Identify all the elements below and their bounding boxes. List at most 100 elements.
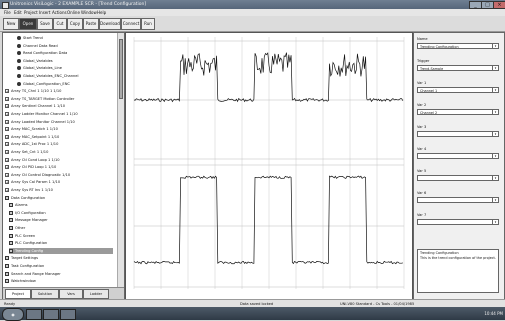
menu-actions[interactable]: Actions <box>52 10 67 15</box>
dropdown-arrow-icon[interactable]: ▾ <box>492 44 498 48</box>
close-button[interactable]: × <box>493 1 505 9</box>
dropdown-arrow-icon[interactable]: ▾ <box>492 88 498 92</box>
property-field[interactable]: ▾ <box>417 131 499 137</box>
tree-item[interactable]: Global_Variables <box>17 58 113 64</box>
expand-icon[interactable]: + <box>5 96 9 101</box>
property-label: Var 1 <box>417 81 427 85</box>
tree-item[interactable]: Watchwindow <box>5 278 113 284</box>
tree-item[interactable]: PLC Configuration <box>9 240 113 246</box>
menu-insert[interactable]: Insert <box>39 10 51 15</box>
tree-item[interactable]: + Array Sys Cal Param 1 1/10 <box>5 179 113 185</box>
tab-solution[interactable]: Solution <box>31 289 59 299</box>
tree-item[interactable]: + Array TS_TARGET Motion Controller <box>5 96 113 102</box>
open-button[interactable]: Open <box>19 18 37 30</box>
expand-icon[interactable]: + <box>5 180 9 185</box>
scrollbar-thumb[interactable] <box>119 39 123 99</box>
paste-button[interactable]: Paste <box>83 18 99 30</box>
expand-icon[interactable]: + <box>5 142 9 147</box>
tree-item[interactable]: Channel Data Read <box>17 43 113 49</box>
tree-item[interactable]: + Array TS_Chnl 1 1/10 1 1/10 <box>5 88 113 94</box>
expand-icon[interactable]: + <box>5 127 9 132</box>
taskbar-app-visilogic[interactable] <box>60 309 76 320</box>
description-box: Trending Configuration This is the trend… <box>417 249 499 293</box>
tab-project[interactable]: Project <box>5 289 31 299</box>
property-field[interactable]: Channel 2 ▾ <box>417 109 499 115</box>
tree-item[interactable]: Data Configuration <box>5 195 113 201</box>
tree-item[interactable]: Other <box>9 225 113 231</box>
tree-scrollbar[interactable] <box>117 33 124 287</box>
tree-item[interactable]: PLC Screen <box>9 233 113 239</box>
tree-item[interactable]: Task Configuration <box>5 263 113 269</box>
window-title: Unitronics VisiLogic - 2 EXAMPLE SCR - [… <box>10 2 147 7</box>
property-field[interactable]: Trend-Sample ▾ <box>417 65 499 71</box>
property-label: Var 6 <box>417 191 427 195</box>
tree-item[interactable]: + Array Ctl Cond Loop 1 1/10 <box>5 157 113 163</box>
tree-item[interactable]: Read Configuration Data <box>17 50 113 56</box>
folder-icon <box>5 264 9 268</box>
property-field[interactable]: Trending Configuration ▾ <box>417 43 499 49</box>
menu-project[interactable]: Project <box>24 10 38 15</box>
tree-item[interactable]: Search and Range Manager <box>5 271 113 277</box>
taskbar-app-explorer[interactable] <box>26 309 42 320</box>
dropdown-arrow-icon[interactable]: ▾ <box>492 154 498 158</box>
tab-ladder[interactable]: Ladder <box>83 289 109 299</box>
menu-help[interactable]: Help <box>97 10 107 15</box>
dropdown-arrow-icon[interactable]: ▾ <box>492 176 498 180</box>
tree-item[interactable]: + Array ADC_1st Proc 1 1/10 <box>5 141 113 147</box>
tree-item[interactable]: Message Manager <box>9 217 113 223</box>
tree-item[interactable]: + Array Ctl Control Diagnostic 1/10 <box>5 172 113 178</box>
connect-button[interactable]: Connect <box>121 18 141 30</box>
dropdown-arrow-icon[interactable]: ▾ <box>492 198 498 202</box>
tree-item[interactable]: + Array MAC_Setpoint 1 1/10 <box>5 134 113 140</box>
property-field[interactable]: Channel 1 ▾ <box>417 87 499 93</box>
expand-icon[interactable]: + <box>5 89 9 94</box>
tree-item[interactable]: Global_Variables_Line <box>17 65 113 71</box>
expand-icon[interactable]: + <box>5 104 9 109</box>
expand-icon[interactable]: + <box>5 119 9 124</box>
tree-item[interactable]: + Array Sys RT Inv 1 1/10 <box>5 187 113 193</box>
tree-item[interactable]: Global_Configuration_ENC <box>17 81 113 87</box>
menu-file[interactable]: File <box>4 10 11 15</box>
cut-button[interactable]: Cut <box>53 18 67 30</box>
copy-button[interactable]: Copy <box>67 18 83 30</box>
menu-edit[interactable]: Edit <box>14 10 22 15</box>
property-label: Var 4 <box>417 147 427 151</box>
expand-icon[interactable]: + <box>5 134 9 139</box>
dropdown-arrow-icon[interactable]: ▾ <box>492 66 498 70</box>
menu-window[interactable]: Window <box>81 10 97 15</box>
expand-icon[interactable]: + <box>5 112 9 116</box>
expand-icon[interactable]: + <box>5 172 9 177</box>
tree-item[interactable]: Target Settings <box>5 255 113 261</box>
tree-item-label: Array MAC_Scratch 1 1/10 <box>11 127 58 132</box>
dropdown-arrow-icon[interactable]: ▾ <box>492 132 498 136</box>
tree-item[interactable]: + Array Sentinel Channel 1 1/10 <box>5 103 113 109</box>
tree-item[interactable]: + Array Ctl PID Loop 1 1/10 <box>5 164 113 170</box>
property-field[interactable]: ▾ <box>417 219 499 225</box>
taskbar-app-browser[interactable] <box>43 309 59 320</box>
tree-item[interactable]: I/O Configuration <box>9 210 113 216</box>
property-field[interactable]: ▾ <box>417 197 499 203</box>
menu-online[interactable]: Online <box>67 10 80 15</box>
tree-item[interactable]: Alarms <box>9 202 113 208</box>
run-button[interactable]: Run <box>141 18 155 30</box>
expand-icon[interactable]: + <box>5 188 9 192</box>
tab-vars[interactable]: Vars <box>59 289 83 299</box>
tree-item[interactable]: Start Trend <box>17 35 113 41</box>
dropdown-arrow-icon[interactable]: ▾ <box>492 220 498 224</box>
start-button[interactable]: ◉ <box>2 308 24 321</box>
property-field[interactable]: ▾ <box>417 175 499 181</box>
expand-icon[interactable]: + <box>5 157 9 162</box>
expand-icon[interactable]: + <box>5 165 9 170</box>
tree-item[interactable]: + Array Ladder Monitor Channel 1 1/10 <box>5 111 113 117</box>
new-button[interactable]: New <box>3 18 19 30</box>
download-button[interactable]: Download <box>99 18 121 30</box>
tree-item[interactable]: + Array Loaded Monitor Channel 1/10 <box>5 119 113 125</box>
tree-item[interactable]: Trending Config <box>9 247 113 254</box>
tree-item[interactable]: + Array MAC_Scratch 1 1/10 <box>5 126 113 132</box>
dropdown-arrow-icon[interactable]: ▾ <box>492 110 498 114</box>
save-button[interactable]: Save <box>37 18 53 30</box>
tree-item[interactable]: Global_Variables_ENC_Channel <box>17 73 113 79</box>
expand-icon[interactable]: + <box>5 150 9 154</box>
property-field[interactable]: ▾ <box>417 153 499 159</box>
tree-item[interactable]: + Array Set_Cnt 1 1/10 <box>5 149 113 155</box>
